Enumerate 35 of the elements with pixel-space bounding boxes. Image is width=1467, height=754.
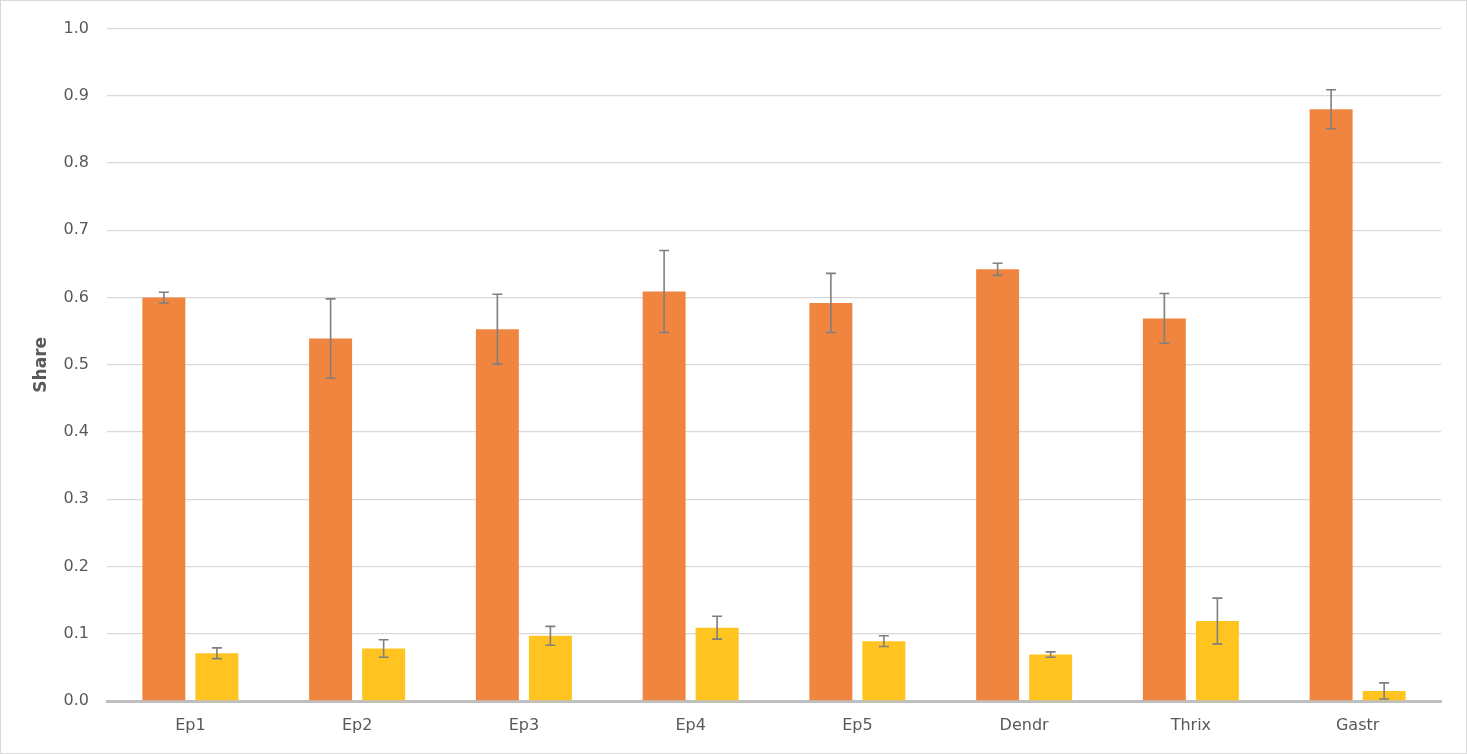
y-tick-label: 0.3 bbox=[63, 488, 89, 508]
y-tick-label: 0.2 bbox=[63, 555, 89, 575]
bar bbox=[142, 297, 186, 701]
y-tick-label: 0.5 bbox=[63, 353, 89, 373]
bar bbox=[1195, 620, 1239, 701]
x-tick-label: Thrix bbox=[1169, 714, 1212, 734]
bar bbox=[642, 291, 686, 701]
x-tick-label: Ep1 bbox=[175, 714, 206, 734]
bar bbox=[695, 627, 739, 701]
bar bbox=[1142, 318, 1186, 701]
y-tick-label: 0.1 bbox=[63, 622, 89, 642]
bar bbox=[1029, 654, 1073, 701]
y-tick-label: 0.7 bbox=[63, 219, 89, 239]
bar bbox=[528, 635, 572, 701]
bar bbox=[309, 338, 353, 701]
bar bbox=[976, 269, 1020, 701]
x-tick-label: Ep4 bbox=[675, 714, 706, 734]
bar bbox=[809, 302, 853, 701]
x-tick-label: Ep2 bbox=[341, 714, 373, 734]
x-tick-label: Ep3 bbox=[508, 714, 540, 734]
y-axis-title: Share bbox=[29, 336, 50, 393]
bar bbox=[1309, 109, 1353, 701]
y-tick-label: 0.6 bbox=[63, 286, 89, 306]
y-tick-label: 0.0 bbox=[63, 690, 89, 710]
bar bbox=[362, 648, 406, 701]
x-tick-label: Gastr bbox=[1335, 714, 1380, 734]
x-tick-label: Ep5 bbox=[842, 714, 873, 734]
x-tick-label: Dendr bbox=[999, 714, 1050, 734]
y-tick-label: 0.9 bbox=[63, 85, 89, 104]
y-tick-label: 1.0 bbox=[63, 17, 89, 37]
bar bbox=[195, 653, 239, 701]
y-tick-label: 0.4 bbox=[63, 421, 89, 441]
bar bbox=[862, 641, 906, 701]
y-tick-label: 0.8 bbox=[63, 152, 89, 172]
bar bbox=[475, 329, 519, 701]
